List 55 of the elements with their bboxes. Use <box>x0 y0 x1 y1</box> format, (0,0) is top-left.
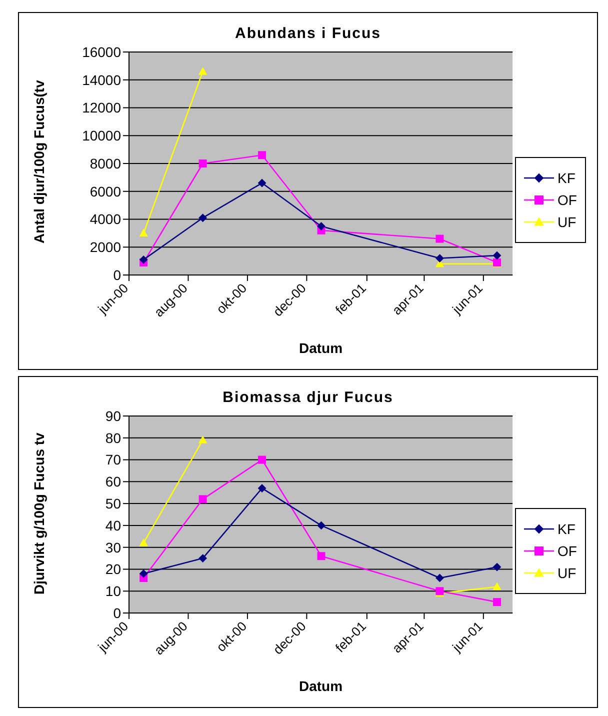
point <box>198 495 207 504</box>
point <box>436 254 444 262</box>
point <box>258 179 266 188</box>
y-tick-label: 30 <box>105 539 122 556</box>
y-tick-label: 8000 <box>90 155 122 172</box>
point <box>198 214 207 222</box>
point <box>317 222 326 230</box>
legend-label: OF <box>558 543 577 559</box>
legend-label: OF <box>558 192 577 208</box>
chart-title: Biomassa djur Fucus <box>222 389 394 406</box>
legend-label: KF <box>558 521 576 537</box>
chart-title: Abundans i Fucus <box>234 25 382 42</box>
point <box>140 538 148 546</box>
point <box>493 598 502 606</box>
y-tick-label: 90 <box>105 408 122 424</box>
y-tick-label: 12000 <box>82 100 122 116</box>
y-tick-label: 6000 <box>90 183 122 200</box>
point <box>198 436 207 444</box>
point <box>140 229 148 236</box>
y-tick-label: 0 <box>113 604 122 621</box>
y-tick-label: 4000 <box>90 211 122 228</box>
point <box>258 456 266 464</box>
point <box>436 234 444 243</box>
legend-label: UF <box>558 565 576 581</box>
y-tick-label: 14000 <box>82 72 122 88</box>
point <box>493 251 502 260</box>
y-tick-label: 80 <box>105 430 122 446</box>
y-tick-label: 20 <box>105 561 122 578</box>
y-tick-label: 0 <box>113 266 122 283</box>
point <box>493 582 502 590</box>
point <box>198 68 207 75</box>
y-tick-label: 70 <box>105 452 122 468</box>
legend-label: UF <box>558 214 576 230</box>
x-axis-title: Datum <box>298 340 343 356</box>
point <box>317 521 326 530</box>
point <box>493 563 502 572</box>
point <box>140 256 148 264</box>
y-tick-label: 16000 <box>82 44 122 60</box>
point <box>317 552 326 560</box>
y-tick-label: 60 <box>105 474 122 490</box>
y-tick-label: 10 <box>105 583 122 600</box>
x-axis-title: Datum <box>298 678 343 694</box>
y-axis-title: Djurvikt g/100g Fucus tv <box>30 432 47 594</box>
y-axis-title: Antal djur/100g Fucus(tv <box>30 80 47 244</box>
y-tick-label: 50 <box>105 496 122 512</box>
point <box>258 484 266 492</box>
point <box>198 160 207 168</box>
y-tick-label: 2000 <box>90 239 122 256</box>
legend-label: KF <box>558 170 576 186</box>
y-tick-label: 40 <box>105 517 122 534</box>
point <box>140 570 148 578</box>
point <box>258 151 266 160</box>
point <box>198 554 207 562</box>
y-tick-label: 10000 <box>82 128 122 144</box>
point <box>436 574 444 582</box>
